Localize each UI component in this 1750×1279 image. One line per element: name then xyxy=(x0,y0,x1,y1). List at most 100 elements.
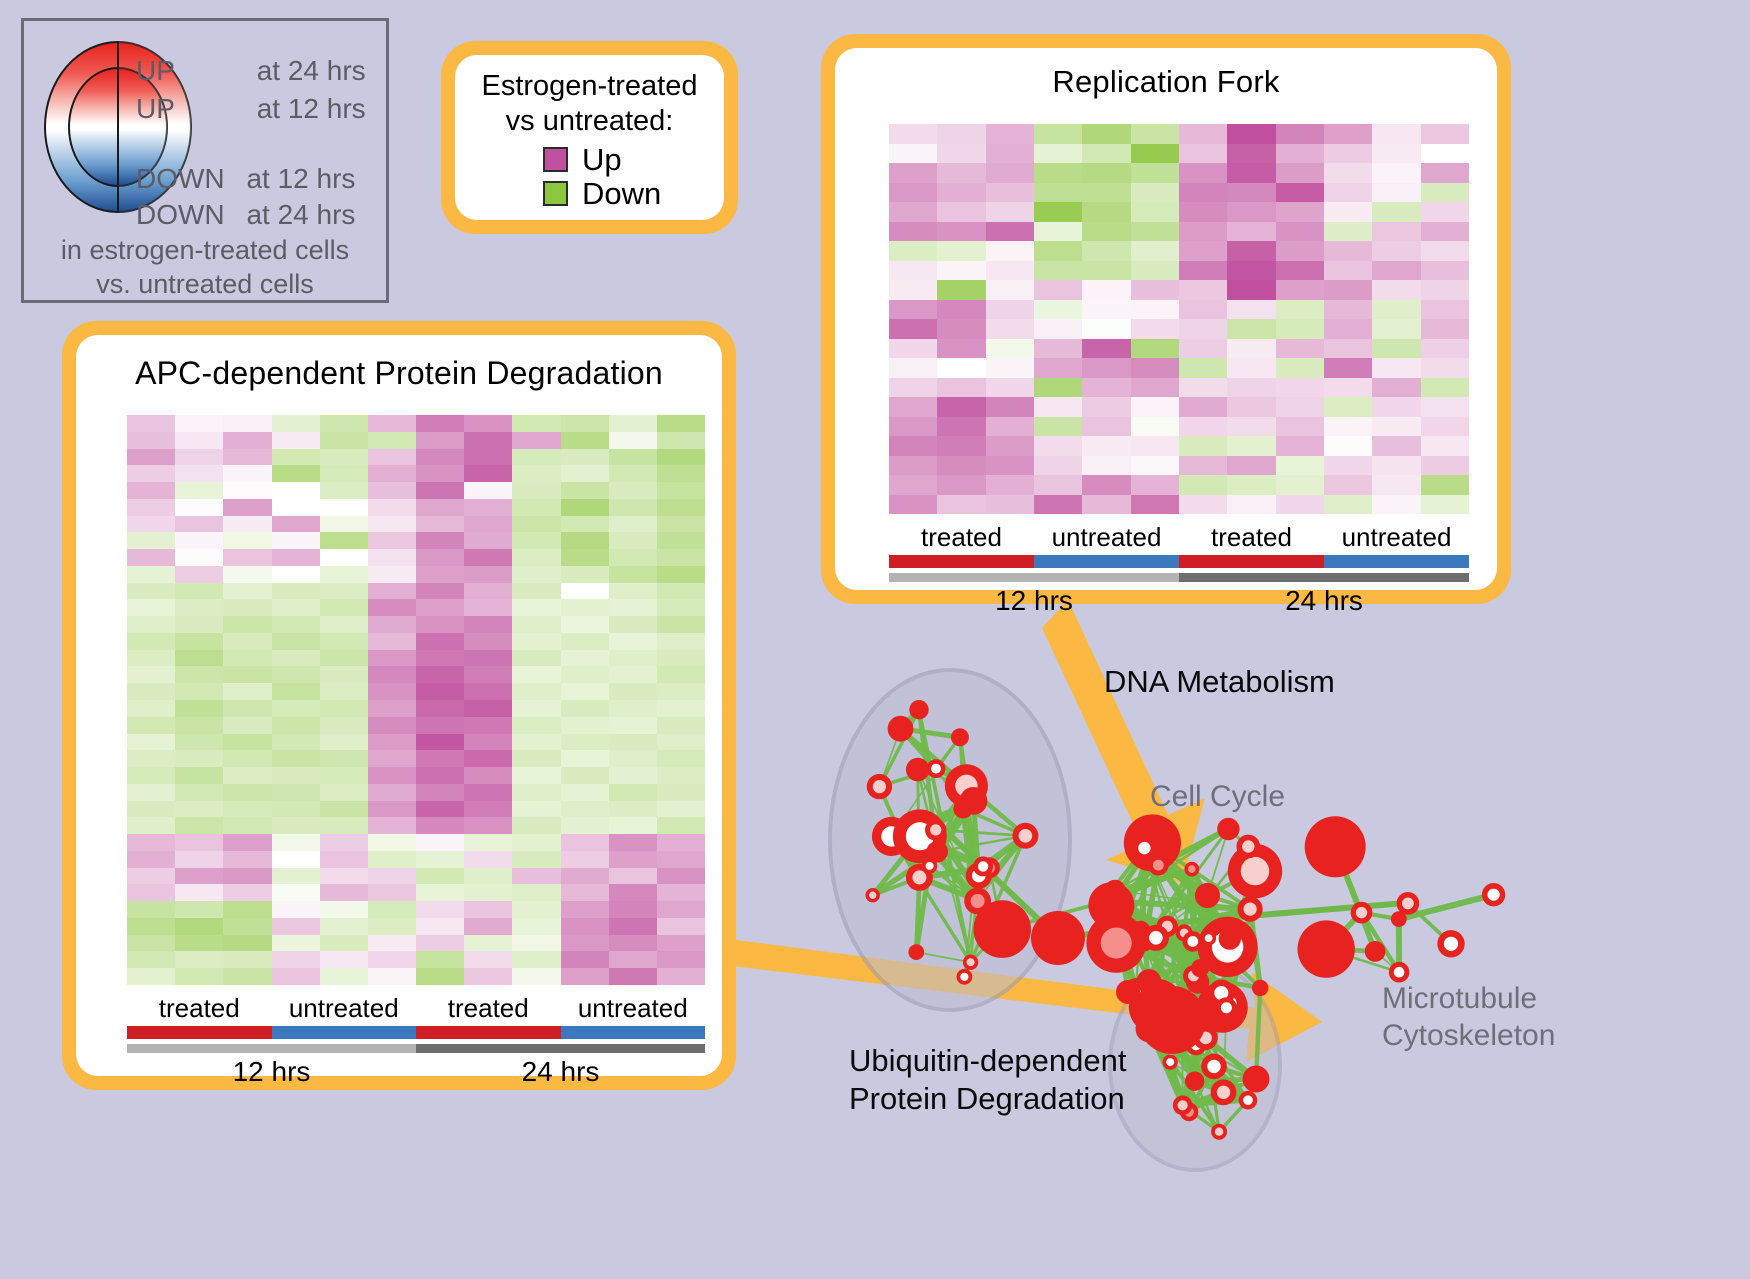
network-node[interactable] xyxy=(1481,883,1506,907)
heatmap-cell xyxy=(889,221,938,241)
wheel-row-down-24: DOWN at 24 hrs xyxy=(136,199,355,231)
heatmap-cell xyxy=(608,850,657,868)
network-node[interactable] xyxy=(905,757,930,782)
heatmap-cell xyxy=(1130,299,1179,319)
network-node[interactable] xyxy=(1194,882,1220,909)
network-node[interactable] xyxy=(926,841,948,863)
network-node[interactable] xyxy=(1132,836,1157,860)
network-node[interactable] xyxy=(1191,959,1210,978)
network-node[interactable] xyxy=(1210,1079,1237,1106)
network-node[interactable] xyxy=(908,944,925,960)
heatmap-cell xyxy=(656,767,705,784)
heatmap-cell xyxy=(1178,397,1228,417)
network-node[interactable] xyxy=(1162,1054,1178,1070)
heatmap-cell xyxy=(271,666,320,684)
network-node[interactable] xyxy=(1201,930,1217,946)
network-node[interactable] xyxy=(1238,1090,1258,1110)
network-node[interactable] xyxy=(1116,980,1140,1004)
network-node[interactable] xyxy=(1182,931,1204,952)
heatmap-cell xyxy=(1323,455,1373,475)
network-node[interactable] xyxy=(887,715,914,742)
heatmap-cell xyxy=(512,934,561,952)
network-node[interactable] xyxy=(1304,816,1366,878)
network-node[interactable] xyxy=(1215,997,1237,1019)
network-node[interactable] xyxy=(1201,1053,1227,1080)
apc-time-labels: 12 hrs 24 hrs xyxy=(127,1056,705,1088)
network-node[interactable] xyxy=(1252,979,1269,997)
heatmap-cell xyxy=(1082,436,1131,456)
network-node[interactable] xyxy=(1172,1095,1193,1116)
node-inner-core xyxy=(1138,841,1151,855)
heatmap-cell xyxy=(560,951,609,969)
replication-fork-inner: Replication Fork treated untreated treated… xyxy=(835,48,1497,616)
heatmap-cell xyxy=(512,565,561,583)
heatmap-cell xyxy=(1372,221,1421,241)
heatmap-cell xyxy=(127,532,176,550)
apc-group-bar xyxy=(127,1026,705,1039)
network-node[interactable] xyxy=(962,954,979,970)
node-inner-core xyxy=(1216,1085,1231,1099)
heatmap-cell xyxy=(271,532,320,550)
heatmap-cell xyxy=(464,733,513,751)
network-node[interactable] xyxy=(866,773,893,800)
network-node[interactable] xyxy=(925,819,947,841)
network-node[interactable] xyxy=(1136,969,1162,994)
network-node[interactable] xyxy=(1350,901,1373,924)
node-inner-core xyxy=(1220,1002,1232,1014)
network-node[interactable] xyxy=(1217,817,1240,841)
heatmap-cell xyxy=(223,884,272,902)
network-node[interactable] xyxy=(973,900,1031,958)
network-node[interactable] xyxy=(926,759,946,779)
network-node[interactable] xyxy=(1242,1065,1270,1093)
heatmap-cell xyxy=(1130,319,1179,339)
heatmap-cell xyxy=(271,565,320,583)
network-edge xyxy=(1359,911,1402,974)
heatmap-cell xyxy=(367,465,416,483)
heatmap-cell xyxy=(175,683,224,700)
network-node[interactable] xyxy=(953,799,973,819)
network-node[interactable] xyxy=(1388,961,1410,983)
heatmap-cell xyxy=(560,934,609,952)
network-node[interactable] xyxy=(1237,896,1263,922)
heatmap-cell xyxy=(1082,358,1131,378)
network-node[interactable] xyxy=(1185,1071,1205,1091)
network-node[interactable] xyxy=(1227,843,1283,899)
network-node[interactable] xyxy=(1184,861,1200,877)
network-node[interactable] xyxy=(1102,888,1125,911)
network-node[interactable] xyxy=(1012,822,1039,849)
heatmap-cell xyxy=(1420,475,1469,495)
heatmap-cell xyxy=(656,683,705,700)
network-node[interactable] xyxy=(1396,892,1420,915)
node-inner-core xyxy=(1394,915,1403,924)
network-node[interactable] xyxy=(1236,834,1261,859)
heatmap-cell xyxy=(223,448,272,466)
network-node[interactable] xyxy=(909,700,929,720)
network-node[interactable] xyxy=(921,858,938,874)
heatmap-cell xyxy=(512,632,561,650)
network-node[interactable] xyxy=(1130,920,1151,941)
heatmap-cell xyxy=(1372,124,1421,144)
network-node[interactable] xyxy=(956,968,973,985)
network-node[interactable] xyxy=(1148,854,1169,876)
network-node[interactable] xyxy=(865,888,880,903)
network-node[interactable] xyxy=(950,728,969,747)
network-node[interactable] xyxy=(1297,920,1355,978)
heatmap-cell xyxy=(464,800,513,818)
network-node[interactable] xyxy=(973,856,994,877)
heatmap-cell xyxy=(367,783,416,801)
heatmap-cell xyxy=(1372,280,1421,300)
network-node[interactable] xyxy=(964,887,991,915)
heatmap-cell xyxy=(937,416,986,436)
network-node[interactable] xyxy=(1218,927,1241,950)
heatmap-cell xyxy=(416,750,465,768)
heatmap-cell xyxy=(464,465,513,483)
network-node[interactable] xyxy=(1031,911,1085,965)
network-node[interactable] xyxy=(1364,941,1386,962)
network-node[interactable] xyxy=(1390,911,1407,927)
network-node[interactable] xyxy=(1437,930,1465,958)
heatmap-cell xyxy=(223,666,272,684)
heatmap-panel-apc-degradation: APC-dependent Protein Degradation treate… xyxy=(62,321,736,1090)
heatmap-cell xyxy=(416,867,465,885)
network-node[interactable] xyxy=(1211,1123,1228,1140)
network-node[interactable] xyxy=(1138,986,1206,1054)
